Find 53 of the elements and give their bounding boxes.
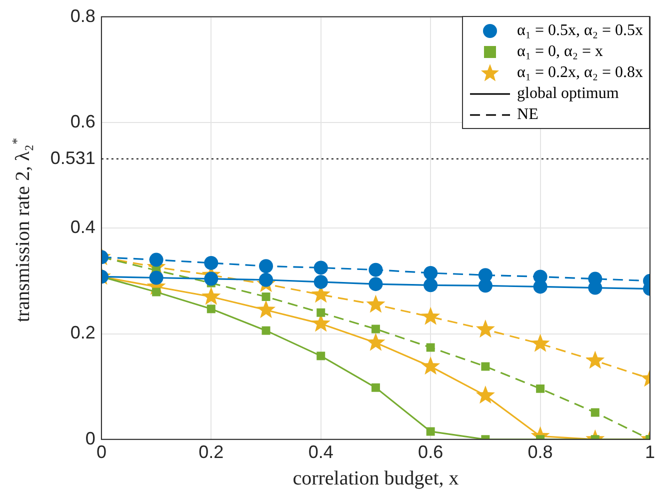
point [586, 350, 605, 369]
y-tick-label: 0 [85, 428, 96, 448]
x-axis-title: correlation budget, x [292, 467, 459, 490]
x-tick-label: 0.4 [308, 442, 334, 462]
point [206, 304, 216, 314]
point [259, 259, 274, 274]
point [476, 386, 495, 404]
y-tick-label: 0.8 [70, 6, 96, 26]
point [424, 266, 438, 280]
y-tick-label: 0.4 [70, 217, 96, 238]
point [481, 362, 490, 371]
legend-label: α₁ = 0.2x, α₂ = 0.8x [517, 64, 643, 82]
point [368, 277, 383, 292]
point [371, 383, 380, 392]
point [204, 256, 218, 270]
point [204, 272, 218, 286]
x-tick-label: 0.2 [198, 442, 224, 462]
point [366, 294, 386, 313]
point [314, 260, 328, 275]
x-tick-label: 0.6 [418, 442, 444, 462]
point [314, 274, 328, 289]
point [371, 324, 380, 334]
point [476, 320, 495, 338]
x-tick-label: 0.8 [528, 442, 553, 462]
point [368, 262, 383, 277]
point [421, 356, 440, 375]
point [149, 252, 164, 267]
point [256, 300, 276, 318]
point [421, 306, 440, 325]
point [424, 278, 438, 292]
point [426, 343, 435, 352]
point [202, 286, 221, 305]
point [316, 352, 326, 360]
x-tick-label: 1 [644, 442, 656, 462]
point [533, 280, 548, 294]
point [259, 272, 274, 287]
point [149, 270, 164, 285]
legend-label: NE [517, 106, 538, 124]
legend-label: global optimum [517, 84, 619, 102]
point [478, 278, 492, 293]
point [316, 308, 326, 317]
legend-label: α₁ = 0, α₂ = x [517, 42, 603, 60]
legend-label: α₁ = 0.5x, α₂ = 0.5x [517, 22, 643, 40]
point [590, 408, 600, 417]
point [366, 332, 386, 351]
point [536, 384, 545, 393]
point [530, 334, 550, 352]
point [262, 326, 270, 335]
point [426, 427, 435, 436]
y-tick-label: 0.531 [50, 148, 96, 168]
point [262, 292, 270, 302]
y-tick-label: 0.2 [70, 322, 96, 343]
y-tick-label: 0.6 [70, 111, 96, 132]
